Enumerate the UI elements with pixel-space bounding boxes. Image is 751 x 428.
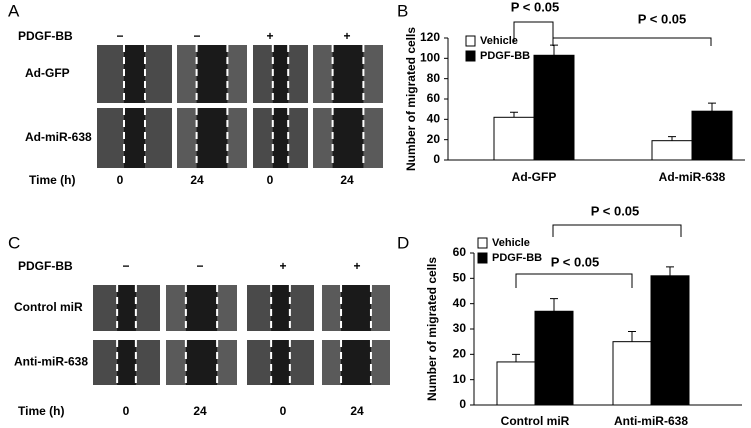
y-tick-label: 60	[427, 91, 441, 105]
time-value: 0	[267, 173, 274, 187]
wound-gap	[117, 340, 136, 385]
time-value: 0	[123, 404, 130, 418]
y-axis-label: Number of migrated cells	[404, 27, 418, 171]
x-tick-label: Anti-miR-638	[614, 414, 688, 428]
row-label: Anti-miR-638	[14, 355, 88, 369]
panel-label: A	[8, 1, 20, 20]
row-label: Ad-GFP	[25, 66, 70, 80]
wound-gap	[117, 285, 136, 331]
x-tick-label: Control miR	[501, 414, 570, 428]
wound-gap	[341, 285, 371, 331]
treatment-sign: −	[193, 29, 200, 43]
bar	[651, 140, 693, 161]
treatment-sign: −	[122, 259, 129, 273]
legend-swatch	[477, 252, 488, 264]
wound-gap	[271, 285, 290, 331]
legend-label: Vehicle	[480, 35, 518, 47]
bar	[650, 275, 690, 406]
treatment-label: PDGF-BB	[18, 29, 73, 43]
y-tick-label: 60	[453, 245, 467, 259]
time-label: Time (h)	[29, 173, 75, 187]
wound-gap	[196, 45, 228, 103]
bar	[493, 116, 535, 161]
treatment-sign: −	[196, 259, 203, 273]
y-tick-label: 50	[453, 271, 467, 285]
wound-gap	[271, 340, 290, 385]
row-label: Control miR	[14, 300, 83, 314]
treatment-sign: +	[353, 259, 360, 273]
treatment-sign: +	[266, 29, 273, 43]
significance-label: P < 0.05	[511, 0, 560, 14]
significance-bracket	[552, 224, 682, 237]
treatment-label: PDGF-BB	[18, 259, 73, 273]
wound-gap	[196, 108, 228, 168]
significance-bracket	[515, 273, 633, 288]
legend-label: PDGF-BB	[480, 50, 530, 62]
error-bar	[708, 102, 716, 112]
bar	[534, 310, 574, 406]
wound-gap	[332, 108, 364, 168]
significance-label: P < 0.05	[638, 11, 687, 26]
wound-gap	[272, 45, 289, 103]
bar	[533, 54, 575, 161]
y-tick-label: 100	[420, 51, 440, 65]
y-tick-label: 10	[453, 372, 467, 386]
time-value: 0	[280, 404, 287, 418]
panel-label: C	[8, 233, 20, 252]
bar	[612, 341, 652, 406]
legend-swatch	[465, 35, 476, 47]
wound-gap	[332, 45, 364, 103]
panel-label: B	[397, 1, 408, 20]
error-bar	[510, 111, 518, 118]
y-tick-label: 40	[453, 296, 467, 310]
y-axis-label: Number of migrated cells	[425, 257, 439, 401]
time-value: 24	[190, 173, 204, 187]
significance-label: P < 0.05	[551, 254, 600, 269]
legend-label: PDGF-BB	[492, 252, 542, 264]
legend-swatch	[477, 237, 488, 249]
wound-gap	[341, 340, 371, 385]
wound-gap	[124, 45, 145, 103]
significance-bracket	[513, 21, 554, 42]
error-bar	[668, 136, 676, 141]
y-tick-label: 20	[427, 132, 441, 146]
x-tick-label: Ad-GFP	[512, 170, 557, 184]
y-tick-label: 30	[453, 321, 467, 335]
y-tick-label: 40	[427, 112, 441, 126]
panel-label: D	[397, 233, 409, 252]
y-tick-label: 20	[453, 347, 467, 361]
treatment-sign: −	[116, 29, 123, 43]
time-label: Time (h)	[18, 404, 64, 418]
wound-gap	[272, 108, 289, 168]
error-bar	[550, 298, 558, 312]
legend-swatch	[465, 50, 476, 62]
error-bar	[628, 331, 636, 342]
treatment-sign: +	[279, 259, 286, 273]
time-value: 0	[117, 173, 124, 187]
bar	[691, 110, 733, 161]
y-tick-label: 80	[427, 71, 441, 85]
error-bar	[550, 44, 558, 56]
error-bar	[666, 266, 674, 276]
y-tick-label: 0	[433, 152, 440, 166]
x-tick-label: Ad-miR-638	[659, 170, 726, 184]
wound-gap	[124, 108, 145, 168]
time-value: 24	[193, 404, 207, 418]
time-value: 24	[340, 173, 354, 187]
bar	[496, 361, 536, 406]
wound-gap	[185, 340, 218, 385]
time-value: 24	[350, 404, 364, 418]
wound-gap	[185, 285, 218, 331]
significance-label: P < 0.05	[591, 203, 640, 218]
y-tick-label: 0	[459, 397, 466, 411]
legend-label: Vehicle	[492, 237, 530, 249]
error-bar	[512, 353, 520, 362]
significance-bracket	[552, 37, 712, 46]
row-label: Ad-miR-638	[25, 130, 92, 144]
treatment-sign: +	[343, 29, 350, 43]
y-tick-label: 120	[420, 30, 440, 44]
